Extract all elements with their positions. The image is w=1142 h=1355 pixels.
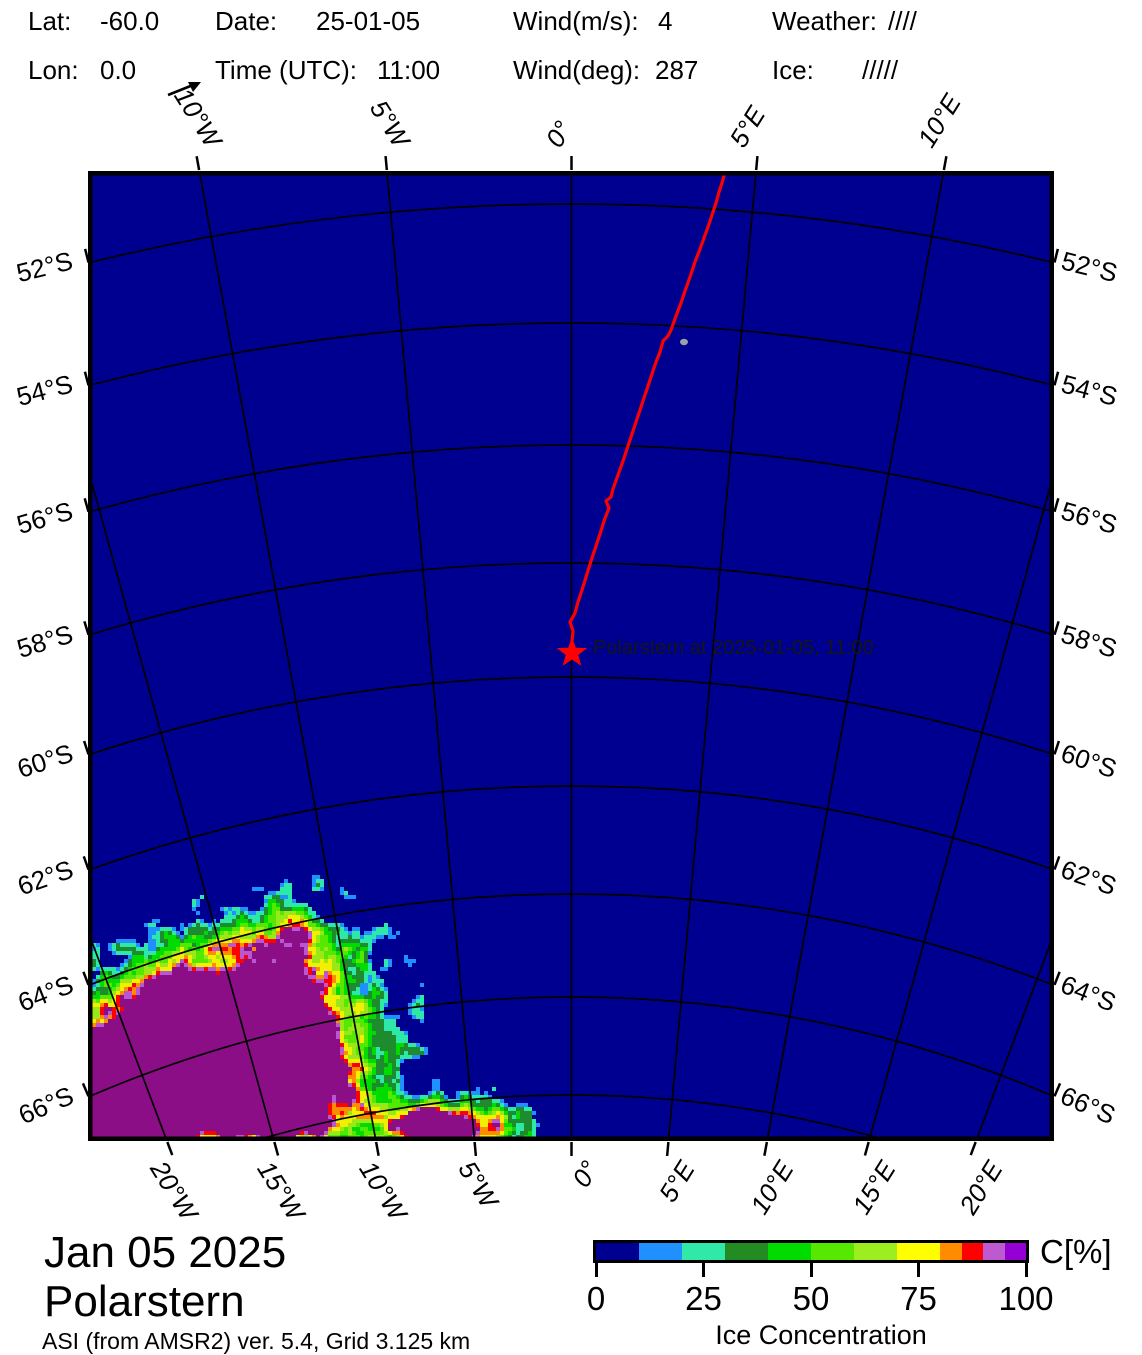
bottom-tick-5°W xyxy=(473,1141,478,1157)
meridian-10 xyxy=(766,175,944,1137)
right-tick-58°S xyxy=(1053,620,1060,636)
colorbar-segment-0 xyxy=(596,1243,639,1260)
right-tick-56°S xyxy=(1053,497,1060,513)
bottom-tick-20°W xyxy=(166,1141,174,1156)
bottom-tick-15°E xyxy=(863,1141,870,1156)
colorbar-title: C[%] xyxy=(1040,1233,1112,1270)
top-tick-5°W xyxy=(384,155,389,171)
meridian--10 xyxy=(199,175,377,1137)
ship-track xyxy=(568,175,726,654)
right-tick-66°S xyxy=(1053,1082,1062,1097)
colorbar-segment-9 xyxy=(961,1243,983,1260)
top-tick-10°W xyxy=(195,156,201,171)
left-tick-62°S xyxy=(82,855,90,870)
top-tick-5°E xyxy=(754,155,759,171)
station-star-marker xyxy=(556,637,588,666)
colorbar-tick xyxy=(809,1263,813,1277)
left-tick-60°S xyxy=(82,740,90,755)
colorbar-tick-label: 75 xyxy=(900,1280,937,1317)
colorbar-tick xyxy=(702,1263,705,1277)
meridian-15 xyxy=(869,480,1051,1137)
wind-arrow-head xyxy=(188,82,201,92)
footer-date: Jan 05 2025 xyxy=(44,1228,287,1277)
right-tick-60°S xyxy=(1053,740,1061,755)
colorbar-tick-label: 25 xyxy=(685,1280,722,1317)
colorbar-axis-label: Ice Concentration xyxy=(715,1320,927,1350)
meridian--5 xyxy=(386,175,476,1137)
right-tick-52°S xyxy=(1053,248,1060,263)
meridian--15 xyxy=(92,480,274,1137)
meridian-5 xyxy=(667,175,757,1137)
small-gray-dot xyxy=(680,338,688,346)
meridian--20 xyxy=(92,939,167,1137)
footer-source: ASI (from AMSR2) ver. 5.4, Grid 3.125 km xyxy=(42,1328,471,1354)
colorbar-segment-7 xyxy=(897,1243,940,1260)
colorbar-segment-2 xyxy=(682,1243,725,1260)
right-tick-54°S xyxy=(1053,371,1060,386)
bottom-tick-15°W xyxy=(273,1141,280,1156)
left-tick-56°S xyxy=(83,497,90,513)
bottom-tick-5°E xyxy=(665,1141,670,1157)
meridian-20 xyxy=(976,939,1051,1137)
left-tick-54°S xyxy=(83,371,90,386)
colorbar-tick xyxy=(917,1263,920,1277)
left-tick-64°S xyxy=(82,971,90,986)
colorbar-segment-8 xyxy=(940,1243,962,1260)
colorbar xyxy=(593,1240,1029,1263)
colorbar-tick-label: 100 xyxy=(998,1280,1054,1317)
wind-arrow xyxy=(167,83,194,97)
colorbar-segment-4 xyxy=(768,1243,811,1260)
footer-vessel: Polarstern xyxy=(44,1277,245,1326)
right-tick-64°S xyxy=(1053,971,1061,986)
colorbar-tick xyxy=(594,1263,598,1277)
map-border xyxy=(88,171,1054,1141)
colorbar-tick xyxy=(1024,1263,1028,1277)
left-tick-58°S xyxy=(83,620,90,636)
top-tick-10°E xyxy=(942,156,948,171)
colorbar-tick-label: 50 xyxy=(792,1280,830,1317)
colorbar-segment-3 xyxy=(725,1243,768,1260)
bottom-tick-10°W xyxy=(374,1141,380,1156)
colorbar-segment-6 xyxy=(854,1243,897,1260)
bottom-tick-20°E xyxy=(969,1141,977,1156)
colorbar-tick-label: 0 xyxy=(586,1280,606,1317)
station-annotation: Polarstern at 2025-01-05, 11:00 xyxy=(593,637,874,659)
colorbar-segment-5 xyxy=(811,1243,854,1260)
colorbar-segment-1 xyxy=(639,1243,682,1260)
bottom-tick-10°E xyxy=(763,1141,769,1156)
colorbar-segment-11 xyxy=(1004,1243,1026,1260)
colorbar-segment-10 xyxy=(983,1243,1005,1260)
left-tick-66°S xyxy=(81,1082,90,1097)
right-tick-62°S xyxy=(1053,855,1061,870)
left-tick-52°S xyxy=(83,248,90,263)
